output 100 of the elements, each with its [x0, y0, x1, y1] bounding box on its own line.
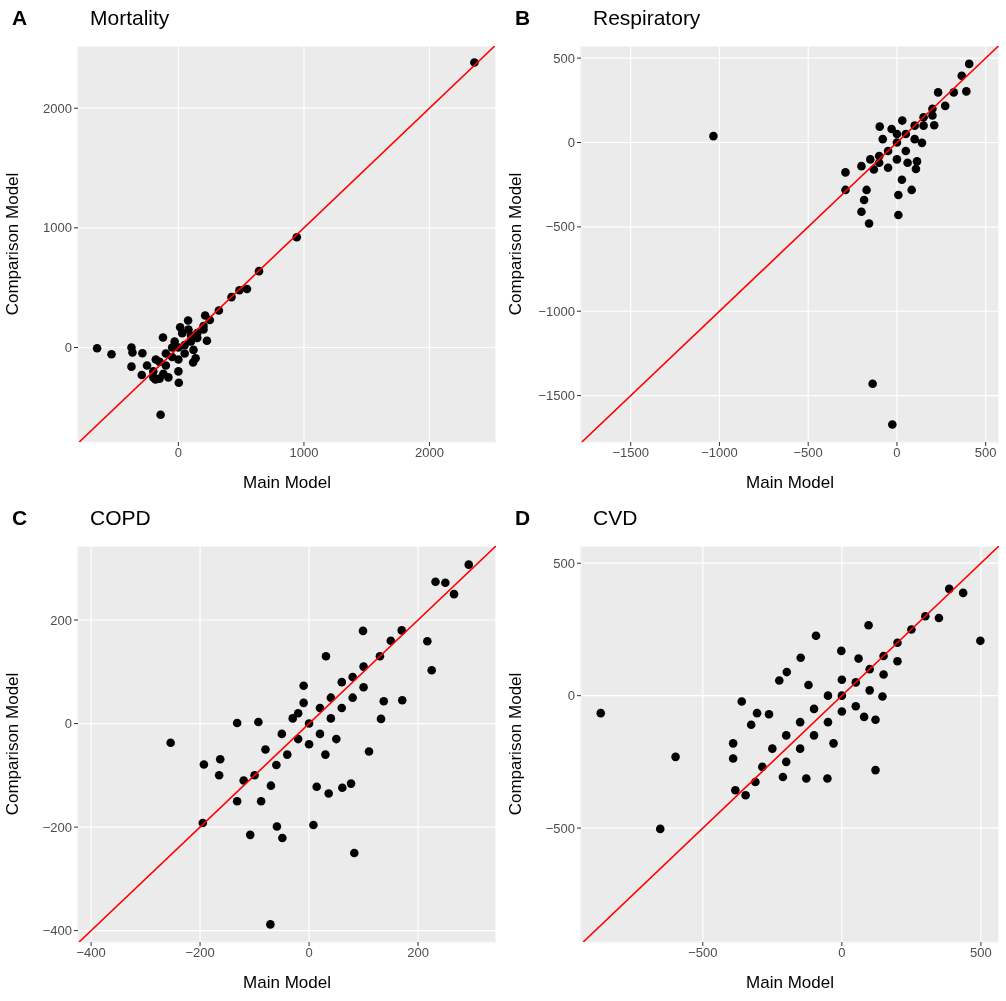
point — [795, 717, 805, 727]
point — [912, 157, 922, 166]
x-axis-title: Main Model — [243, 473, 331, 492]
y-tick-label: −1000 — [538, 303, 575, 319]
point — [137, 370, 147, 380]
point — [359, 683, 368, 692]
point — [864, 620, 873, 630]
point — [879, 670, 888, 679]
point — [841, 168, 850, 177]
point — [266, 920, 275, 929]
point — [202, 336, 212, 346]
point — [232, 796, 242, 806]
point — [376, 714, 386, 724]
point — [894, 190, 903, 200]
point — [774, 676, 784, 685]
point — [277, 729, 287, 739]
point — [940, 101, 950, 111]
point — [346, 779, 356, 788]
point — [933, 88, 943, 97]
point — [338, 783, 347, 793]
point — [859, 712, 869, 722]
point — [261, 745, 270, 754]
point — [928, 111, 937, 120]
x-tick-label: −500 — [688, 945, 718, 961]
point — [156, 410, 165, 420]
y-tick-label: −500 — [545, 219, 575, 235]
y-tick-label: −500 — [545, 820, 575, 836]
point — [189, 345, 198, 355]
point — [441, 578, 450, 588]
point — [304, 739, 314, 749]
point — [299, 698, 308, 708]
point — [364, 747, 374, 756]
point — [859, 195, 869, 205]
point — [865, 686, 874, 695]
x-tick-label: −1500 — [612, 445, 649, 461]
x-tick-label: 0 — [305, 945, 313, 961]
point — [321, 750, 330, 759]
point — [449, 589, 459, 599]
point — [917, 138, 927, 148]
point — [332, 734, 341, 744]
y-tick-label: 500 — [553, 50, 575, 66]
y-tick-label: 0 — [64, 716, 72, 732]
text: C — [12, 506, 28, 530]
point — [857, 161, 866, 171]
point — [142, 361, 152, 370]
x-axis-title: Main Model — [746, 473, 834, 492]
point — [245, 830, 255, 840]
point — [183, 316, 193, 325]
point — [170, 337, 179, 346]
point — [397, 695, 407, 705]
y-tick-label: 0 — [567, 135, 575, 151]
x-tick-label: 2000 — [415, 445, 444, 461]
x-tick-label: −200 — [185, 945, 215, 961]
point — [272, 760, 281, 770]
point — [809, 704, 819, 714]
point — [768, 744, 777, 753]
point — [184, 325, 193, 334]
text: B — [515, 6, 531, 30]
point — [199, 760, 209, 769]
point — [256, 796, 266, 806]
point — [887, 124, 896, 134]
point — [266, 781, 276, 790]
y-tick-label: 500 — [553, 555, 575, 571]
point — [976, 636, 985, 646]
x-tick-label: 500 — [974, 445, 997, 461]
point — [174, 378, 184, 388]
point — [958, 588, 968, 598]
y-axis-title: Comparison Model — [506, 172, 526, 316]
point — [894, 210, 903, 220]
point — [431, 577, 440, 587]
point — [254, 717, 263, 727]
point — [868, 379, 877, 389]
point — [728, 754, 738, 763]
point — [464, 560, 474, 569]
point — [871, 765, 880, 775]
point — [910, 134, 919, 144]
point — [903, 158, 912, 168]
point — [326, 714, 336, 723]
point — [795, 744, 805, 753]
point — [671, 752, 680, 762]
point — [854, 654, 863, 663]
point — [239, 776, 248, 785]
point — [811, 631, 821, 641]
point — [866, 155, 875, 164]
point — [709, 131, 718, 141]
x-tick-label: 200 — [407, 945, 429, 961]
y-axis-title: Comparison Model — [3, 172, 23, 316]
y-tick-label: 1000 — [43, 220, 72, 236]
point — [128, 348, 137, 357]
point — [151, 355, 161, 364]
x-tick-label: −400 — [76, 945, 106, 961]
point — [161, 361, 171, 370]
point — [359, 662, 368, 671]
y-tick-label: −400 — [42, 923, 72, 939]
point — [315, 729, 325, 739]
point — [138, 348, 147, 358]
x-tick-label: 0 — [174, 445, 183, 461]
x-tick-label: 500 — [970, 945, 992, 961]
point — [324, 789, 333, 798]
point — [796, 653, 806, 663]
